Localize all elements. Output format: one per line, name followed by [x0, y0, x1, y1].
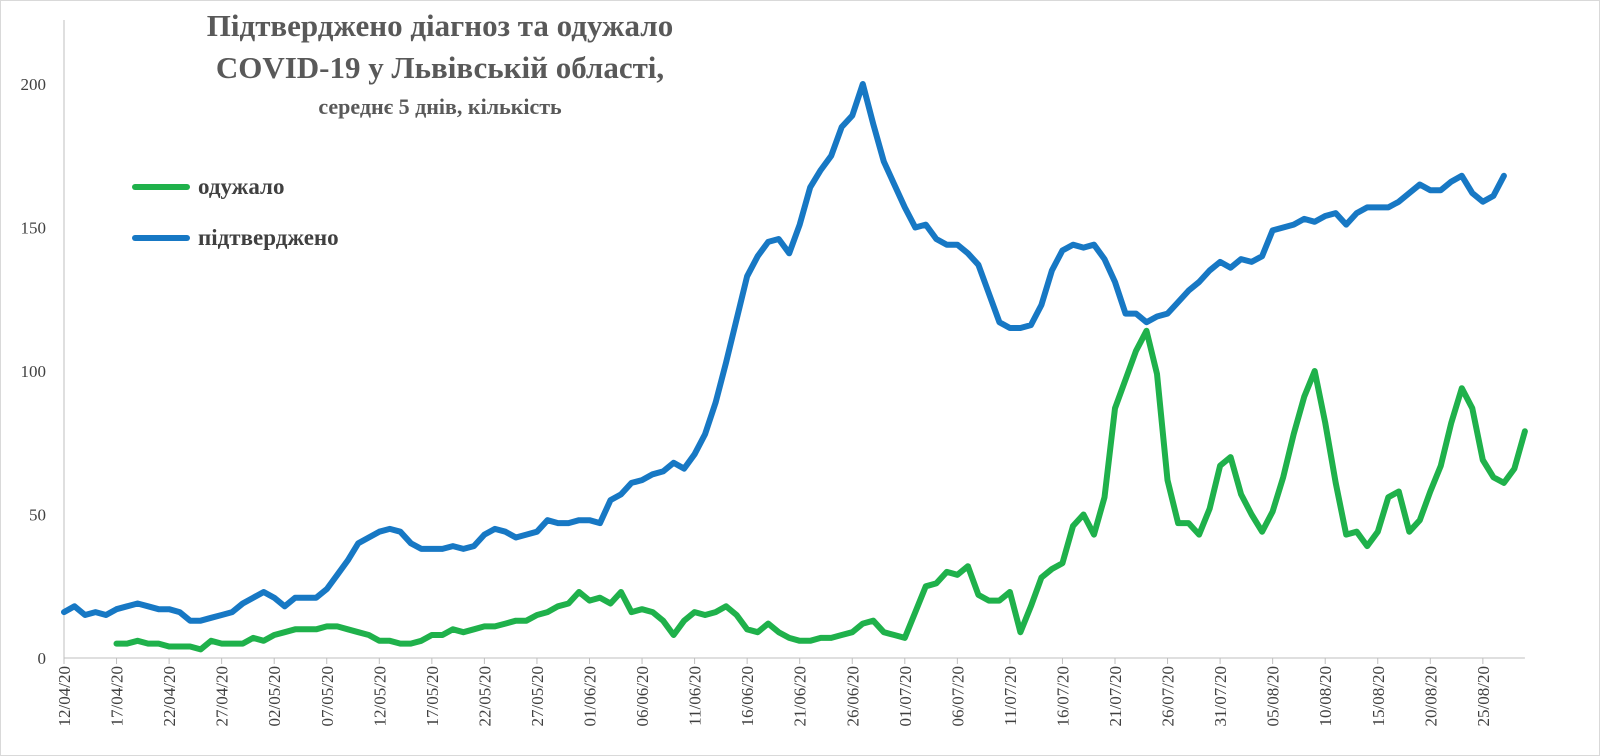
x-tick-label: 21/07/20	[1106, 666, 1125, 726]
legend-label-recovered: одужало	[198, 174, 285, 199]
x-tick-label: 27/05/20	[528, 666, 547, 726]
y-axis: 0 50 100 150 200	[21, 20, 65, 668]
legend-item-confirmed: підтверджено	[132, 223, 339, 253]
chart-title: Підтверджено діагноз та одужало	[206, 8, 674, 43]
x-tick-label: 21/06/20	[791, 666, 810, 726]
x-tick-label: 20/08/20	[1421, 666, 1440, 726]
y-tick-label: 100	[21, 362, 47, 381]
x-tick-label: 26/06/20	[843, 666, 862, 726]
x-tick-label: 15/08/20	[1369, 666, 1388, 726]
x-tick-label: 31/07/20	[1211, 666, 1230, 726]
x-tick-label: 26/07/20	[1159, 666, 1178, 726]
x-tick-label: 05/08/20	[1264, 666, 1283, 726]
x-tick-label: 25/08/20	[1474, 666, 1493, 726]
x-tick-label: 17/05/20	[423, 666, 442, 726]
x-tick-label: 27/04/20	[213, 666, 232, 726]
x-tick-label: 06/07/20	[948, 666, 967, 726]
series-line-confirmed	[61, 81, 1507, 624]
x-tick-label: 16/07/20	[1053, 666, 1072, 726]
y-tick-label: 150	[21, 219, 47, 238]
legend-swatch-confirmed	[132, 235, 190, 241]
x-tick-label: 22/04/20	[160, 666, 179, 726]
x-tick-label: 11/06/20	[686, 666, 705, 726]
x-tick-label: 16/06/20	[738, 666, 757, 726]
y-tick-label: 200	[21, 75, 47, 94]
series-line-recovered	[113, 327, 1528, 653]
x-tick-label: 01/07/20	[896, 666, 915, 726]
y-tick-label: 50	[29, 506, 46, 525]
x-tick-label: 22/05/20	[475, 666, 494, 726]
x-tick-label: 11/07/20	[1001, 666, 1020, 726]
x-tick-label: 06/06/20	[633, 666, 652, 726]
x-tick-label: 10/08/20	[1316, 666, 1335, 726]
chart-title-line-2: COVID-19 у Львівській області,	[215, 50, 665, 85]
x-tick-label: 12/05/20	[370, 666, 389, 726]
x-tick-label: 07/05/20	[318, 666, 337, 726]
x-tick-label: 12/04/20	[55, 666, 74, 726]
x-tick-label: 01/06/20	[581, 666, 600, 726]
chart-subtitle: середнє 5 днів, кількість	[318, 94, 562, 119]
x-tick-label: 02/05/20	[265, 666, 284, 726]
x-axis: 12/04/20 17/04/20 22/04/20 27/04/20 02/05/20…	[55, 657, 1525, 726]
series-lines	[61, 81, 1528, 653]
legend-item-recovered: одужало	[132, 172, 284, 202]
y-tick-label: 0	[38, 649, 47, 668]
legend-swatch-recovered	[132, 184, 190, 190]
x-tick-label: 17/04/20	[108, 666, 127, 726]
legend-label-confirmed: підтверджено	[198, 225, 339, 250]
